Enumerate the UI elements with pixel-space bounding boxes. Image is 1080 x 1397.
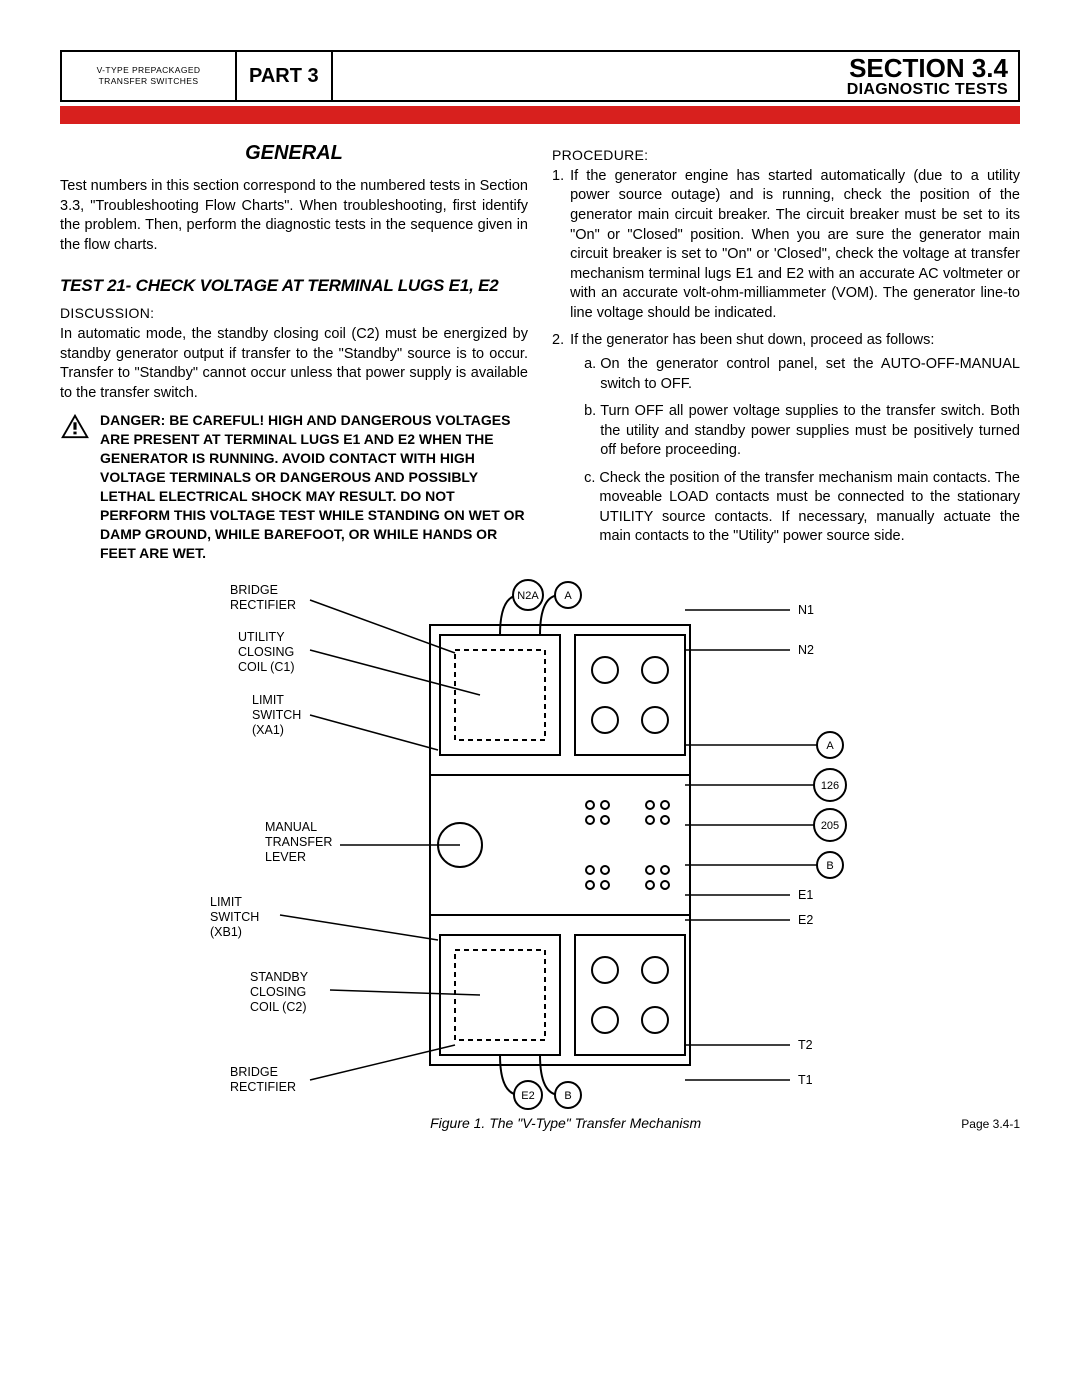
step-number: 2. <box>552 331 564 555</box>
header-subtitle: DIAGNOSTIC TESTS <box>343 81 1008 99</box>
procedure-step-1: 1. If the generator engine has started a… <box>552 167 1020 324</box>
svg-text:B: B <box>826 860 833 872</box>
procedure-list: 1. If the generator engine has started a… <box>552 167 1020 555</box>
figure-caption: Figure 1. The "V-Type" Transfer Mechanis… <box>170 1115 961 1131</box>
right-column: PROCEDURE: 1. If the generator engine ha… <box>552 140 1020 563</box>
page-number: Page 3.4-1 <box>961 1117 1020 1131</box>
danger-text: DANGER: BE CAREFUL! HIGH AND DANGEROUS V… <box>100 411 528 562</box>
fig-label-utility-coil: UTILITY CLOSING COIL (C1) <box>238 630 295 675</box>
header-section: SECTION 3.4 <box>343 55 1008 81</box>
fig-label-limit-xb1: LIMIT SWITCH (XB1) <box>210 895 259 940</box>
warning-icon <box>60 413 90 439</box>
procedure-step-2c: c.Check the position of the transfer mec… <box>584 469 1020 547</box>
procedure-sublist: a.On the generator control panel, set th… <box>570 355 1020 547</box>
fig-label-limit-xa1: LIMIT SWITCH (XA1) <box>252 693 301 738</box>
body-columns: GENERAL Test numbers in this section cor… <box>60 140 1020 563</box>
red-divider <box>60 106 1020 124</box>
fig-label-t1: T1 <box>798 1073 813 1088</box>
fig-label-t2: T2 <box>798 1038 813 1053</box>
figure-1: N2A A E2 B A 126 205 B BRIDGE RECTIFIER … <box>60 575 1020 1115</box>
svg-text:E2: E2 <box>521 1090 534 1102</box>
svg-text:126: 126 <box>821 780 839 792</box>
fig-label-standby-coil: STANDBY CLOSING COIL (C2) <box>250 970 308 1015</box>
transfer-mechanism-diagram: N2A A E2 B A 126 205 B <box>60 575 1020 1115</box>
svg-text:N2A: N2A <box>517 590 539 602</box>
step-number: 1. <box>552 167 564 324</box>
step-text: If the generator has been shut down, pro… <box>570 332 934 348</box>
procedure-step-2: 2. If the generator has been shut down, … <box>552 331 1020 555</box>
header-product: V-TYPE PREPACKAGED TRANSFER SWITCHES <box>62 52 237 100</box>
fig-label-e2: E2 <box>798 913 813 928</box>
header-part: PART 3 <box>237 52 333 100</box>
header-right: SECTION 3.4 DIAGNOSTIC TESTS <box>333 52 1018 100</box>
fig-label-manual-lever: MANUAL TRANSFER LEVER <box>265 820 332 865</box>
header-product-line1: V-TYPE PREPACKAGED <box>74 65 223 76</box>
svg-text:A: A <box>564 590 572 602</box>
page-header: V-TYPE PREPACKAGED TRANSFER SWITCHES PAR… <box>60 50 1020 102</box>
fig-label-bridge-rectifier-top: BRIDGE RECTIFIER <box>230 583 296 613</box>
svg-text:A: A <box>826 740 834 752</box>
discussion-label: DISCUSSION: <box>60 304 528 323</box>
fig-label-n2: N2 <box>798 643 814 658</box>
test21-heading: TEST 21- CHECK VOLTAGE AT TERMINAL LUGS … <box>60 275 528 298</box>
general-heading: GENERAL <box>60 140 528 167</box>
procedure-step-2a: a.On the generator control panel, set th… <box>584 355 1020 394</box>
fig-label-bridge-rectifier-bottom: BRIDGE RECTIFIER <box>230 1065 296 1095</box>
general-paragraph: Test numbers in this section correspond … <box>60 177 528 255</box>
fig-label-e1: E1 <box>798 888 813 903</box>
svg-text:B: B <box>564 1090 571 1102</box>
procedure-step-2b: b.Turn OFF all power voltage supplies to… <box>584 402 1020 461</box>
fig-label-n1: N1 <box>798 603 814 618</box>
danger-block: DANGER: BE CAREFUL! HIGH AND DANGEROUS V… <box>60 411 528 562</box>
step-text: If the generator engine has started auto… <box>570 167 1020 324</box>
header-product-line2: TRANSFER SWITCHES <box>74 76 223 87</box>
left-column: GENERAL Test numbers in this section cor… <box>60 140 528 563</box>
discussion-paragraph: In automatic mode, the standby closing c… <box>60 325 528 403</box>
procedure-label: PROCEDURE: <box>552 146 1020 165</box>
svg-text:205: 205 <box>821 820 839 832</box>
